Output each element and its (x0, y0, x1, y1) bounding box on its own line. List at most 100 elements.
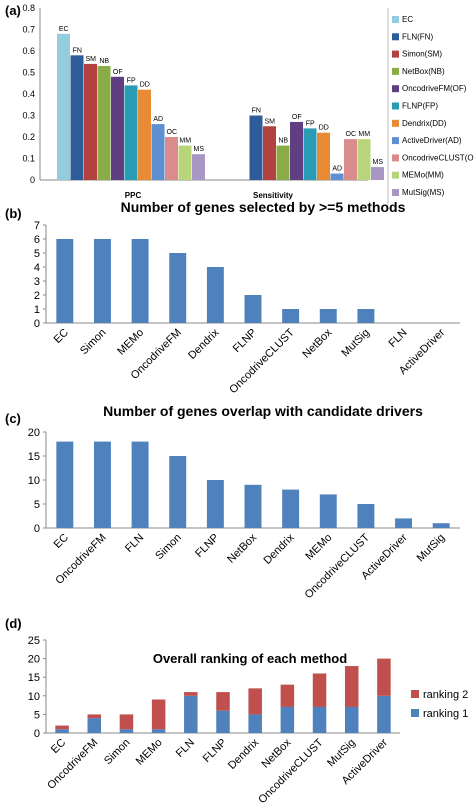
data-label: MS (194, 146, 205, 153)
data-label: EC (59, 26, 69, 33)
legend-label: NetBox(NB) (402, 67, 445, 76)
legend-swatch (392, 119, 399, 127)
legend-swatch (392, 102, 399, 110)
legend-label: ranking 1 (423, 708, 468, 720)
y-tick-label: 15 (28, 451, 40, 463)
y-tick-label: 15 (28, 672, 40, 684)
bar-segment (87, 714, 102, 719)
x-tick-label: OncodriveCLUST (227, 326, 297, 396)
bar (319, 309, 337, 323)
x-tick-label: Sensitivity (253, 191, 294, 200)
y-tick-label: 25 (28, 635, 40, 647)
bar (249, 115, 263, 180)
y-tick-label: 0 (30, 175, 35, 185)
legend-swatch (411, 690, 419, 698)
chart-title: Overall ranking of each method (153, 651, 347, 666)
x-tick-label: Dendrix (186, 326, 222, 362)
y-tick-label: 5 (34, 709, 40, 721)
legend-label: Simon(SM) (402, 50, 442, 59)
bar (432, 523, 450, 528)
data-label: SM (86, 56, 97, 63)
y-tick-label: 0 (34, 523, 40, 535)
x-tick-label: FLNP (201, 737, 229, 765)
y-tick-label: 0.5 (22, 68, 35, 78)
bar (303, 128, 317, 180)
bar (124, 85, 138, 180)
bar-segment (184, 692, 198, 696)
chart-title: Number of genes overlap with candidate d… (103, 403, 423, 419)
bar (111, 76, 124, 180)
bar (344, 139, 357, 180)
bar (395, 518, 413, 528)
data-label: SM (265, 118, 276, 125)
data-label: OF (113, 69, 123, 76)
x-tick-label: FLNP (193, 532, 221, 560)
y-tick-label: 20 (28, 427, 40, 439)
x-tick-label: EC (49, 737, 68, 756)
bar (56, 239, 74, 323)
data-label: FN (73, 47, 82, 54)
bar (84, 63, 97, 180)
bar-segment (344, 706, 359, 733)
bar (70, 55, 84, 180)
legend-swatch (392, 85, 399, 93)
x-tick-label: PPC (125, 191, 142, 200)
bar-segment (87, 718, 102, 733)
y-tick-label: 0.2 (22, 132, 35, 142)
bar-segment (344, 666, 359, 707)
y-tick-label: 0.6 (22, 46, 35, 56)
bar-segment (248, 688, 262, 715)
y-tick-label: 3 (34, 276, 40, 288)
panel-d-chart: (d) Overall ranking of each method 0 5 10 15 2… (5, 616, 468, 804)
legend-swatch (411, 709, 419, 717)
data-label: NB (99, 58, 109, 65)
bar (165, 137, 178, 180)
data-label: AD (153, 116, 163, 123)
x-tick-label: MutSig (339, 327, 372, 360)
bar-segment (119, 714, 134, 730)
y-tick-label: 6 (34, 234, 40, 246)
bar-segment (377, 658, 391, 696)
data-label: MS (373, 159, 384, 166)
legend-label: ActiveDriver(AD) (402, 136, 462, 145)
legend-swatch (392, 137, 399, 145)
x-tick-label: Simon (78, 327, 109, 358)
x-tick-label: MEMo (115, 327, 146, 358)
bar (276, 145, 290, 180)
panel-b-chart: (b) Number of genes selected by >=5 metho… (5, 199, 460, 396)
bar (169, 253, 187, 323)
x-tick-label: Dendrix (261, 531, 297, 567)
bar (169, 456, 187, 528)
bar-segment (280, 684, 295, 707)
x-tick-label: OncodriveCLUST (303, 531, 373, 601)
bar-segment (248, 714, 262, 733)
bar-segment (151, 729, 166, 733)
bar (282, 489, 300, 528)
data-label: FN (252, 108, 261, 115)
bar (93, 239, 111, 323)
y-tick-label: 0.8 (22, 3, 35, 13)
bar (206, 480, 224, 528)
legend-label: FLNP(FP) (402, 102, 438, 111)
bar (131, 441, 149, 528)
legend-swatch (392, 154, 399, 162)
legend-swatch (392, 189, 399, 196)
bar-segment (119, 729, 134, 733)
x-tick-label: NetBox (300, 326, 334, 360)
data-label: DD (140, 82, 150, 89)
panel-label: (b) (5, 206, 22, 221)
legend-label: MutSig(MS) (402, 188, 445, 197)
bar-segment (216, 692, 230, 711)
bar (244, 295, 262, 323)
y-tick-label: 1 (34, 304, 40, 316)
bar-segment (55, 729, 69, 733)
legend-swatch (392, 171, 399, 179)
bar (56, 441, 74, 528)
bar-segment (377, 695, 391, 733)
legend-label: EC (402, 15, 413, 24)
x-tick-label: MEMo (303, 532, 334, 563)
y-tick-label: 2 (34, 290, 40, 302)
data-label: AD (332, 166, 342, 173)
x-tick-label: FLN (386, 327, 409, 350)
y-tick-label: 20 (28, 654, 40, 666)
